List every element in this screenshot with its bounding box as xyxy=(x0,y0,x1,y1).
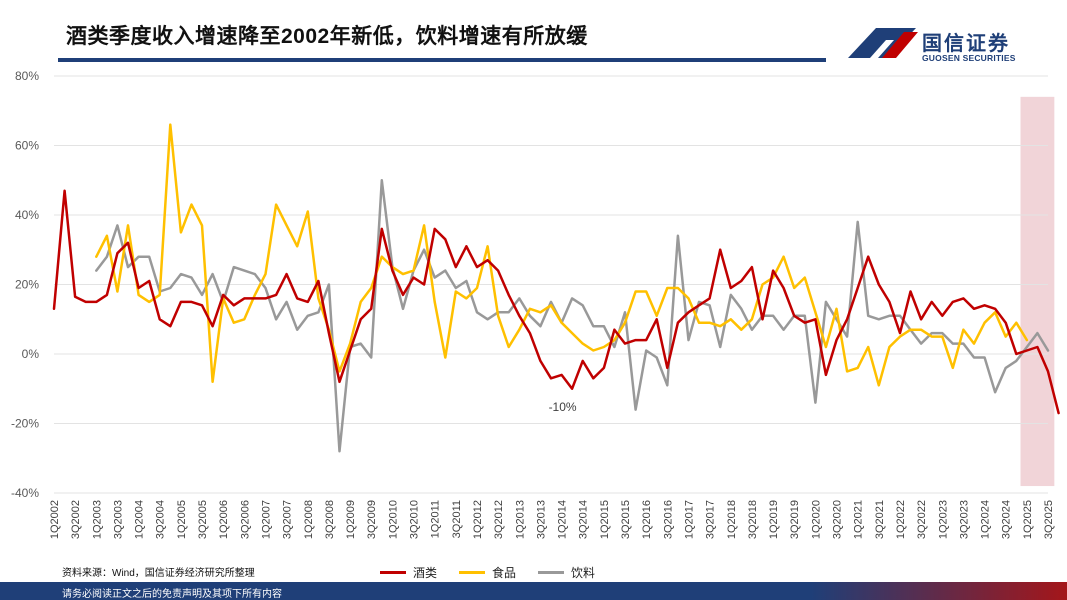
logo-subtitle: GUOSEN SECURITIES xyxy=(922,53,1016,63)
y-tick-label: 60% xyxy=(15,139,39,153)
x-tick-label: 3Q2015 xyxy=(620,500,632,539)
x-tick-label: 3Q2005 xyxy=(197,500,209,539)
x-tick-label: 3Q2011 xyxy=(451,500,463,538)
x-tick-label: 1Q2015 xyxy=(599,500,611,539)
highlight-band xyxy=(1020,96,1055,487)
legend-item-beverage: 饮料 xyxy=(538,564,595,581)
x-tick-label: 3Q2012 xyxy=(493,500,505,539)
x-tick-label: 1Q2020 xyxy=(810,500,822,539)
y-tick-label: -40% xyxy=(11,486,39,500)
footer-disclaimer: 请务必阅读正文之后的免责声明及其项下所有内容 xyxy=(62,589,282,600)
x-tick-label: 3Q2006 xyxy=(239,500,251,539)
legend-item-liquor: 酒类 xyxy=(380,564,437,581)
x-tick-label: 3Q2017 xyxy=(705,500,717,539)
x-tick-label: 3Q2021 xyxy=(874,500,886,539)
x-tick-label: 1Q2019 xyxy=(768,500,780,539)
x-tick-label: 3Q2004 xyxy=(155,500,167,539)
x-tick-label: 3Q2007 xyxy=(282,500,294,539)
logo-text: 国信证券 xyxy=(922,33,1010,55)
series-line-food xyxy=(95,123,1029,387)
x-tick-label: 3Q2022 xyxy=(916,500,928,539)
x-tick-label: 1Q2023 xyxy=(937,500,949,539)
x-tick-label: 3Q2002 xyxy=(70,500,82,539)
x-tick-label: 3Q2009 xyxy=(366,500,378,539)
legend-swatch-beverage xyxy=(538,570,565,574)
x-tick-label: 1Q2014 xyxy=(557,500,569,539)
guosen-logo-icon xyxy=(848,28,918,58)
x-tick-label: 1Q2010 xyxy=(387,500,399,539)
title-underline xyxy=(58,58,826,62)
x-tick-label: 3Q2023 xyxy=(958,500,970,539)
y-tick-label: 40% xyxy=(15,208,39,222)
x-tick-label: 3Q2014 xyxy=(578,500,590,539)
x-tick-label: 1Q2002 xyxy=(49,500,61,539)
y-tick-label: 0% xyxy=(22,347,40,361)
chart-legend: 酒类 食品 饮料 xyxy=(380,564,617,580)
data-source-note: 资料来源：Wind，国信证券经济研究所整理 xyxy=(62,568,255,579)
x-tick-label: 1Q2024 xyxy=(980,500,992,539)
x-tick-label: 1Q2005 xyxy=(176,500,188,539)
legend-swatch-liquor xyxy=(380,570,406,574)
legend-swatch-food xyxy=(459,570,486,574)
annotation-label: -10% xyxy=(549,400,577,414)
legend-label-liquor: 酒类 xyxy=(413,565,438,580)
legend-label-food: 食品 xyxy=(492,565,517,580)
x-tick-label: 1Q2022 xyxy=(895,500,907,539)
legend-item-food: 食品 xyxy=(459,564,516,581)
y-tick-label: 80% xyxy=(15,69,39,83)
page-title: 酒类季度收入增速降至2002年新低，饮料增速有所放缓 xyxy=(66,25,588,48)
x-tick-label: 3Q2008 xyxy=(324,500,336,539)
x-tick-label: 3Q2020 xyxy=(832,500,844,539)
x-tick-label: 3Q2024 xyxy=(1001,500,1013,539)
x-tick-label: 1Q2013 xyxy=(514,500,526,539)
x-tick-label: 1Q2009 xyxy=(345,500,357,539)
x-tick-label: 3Q2018 xyxy=(747,500,759,539)
x-tick-label: 3Q2003 xyxy=(112,500,124,539)
x-tick-label: 3Q2016 xyxy=(662,500,674,539)
series-line-liquor xyxy=(52,189,1060,415)
x-tick-label: 1Q2011 xyxy=(430,500,442,538)
footer-bar xyxy=(0,582,1067,600)
series-line-beverage xyxy=(95,179,1050,453)
x-tick-label: 1Q2012 xyxy=(472,500,484,539)
x-tick-label: 3Q2025 xyxy=(1043,500,1055,539)
x-tick-label: 1Q2018 xyxy=(726,500,738,539)
x-tick-label: 1Q2008 xyxy=(303,500,315,539)
y-tick-label: -20% xyxy=(11,417,39,431)
x-tick-label: 1Q2025 xyxy=(1022,500,1034,539)
x-tick-label: 1Q2021 xyxy=(853,500,865,539)
legend-label-beverage: 饮料 xyxy=(571,565,596,580)
x-tick-label: 1Q2016 xyxy=(641,500,653,539)
x-tick-label: 1Q2003 xyxy=(91,500,103,539)
y-tick-label: 20% xyxy=(15,278,39,292)
x-tick-label: 3Q2013 xyxy=(535,500,547,539)
x-tick-label: 3Q2010 xyxy=(409,500,421,539)
x-tick-label: 1Q2004 xyxy=(134,500,146,539)
x-tick-label: 3Q2019 xyxy=(789,500,801,539)
x-tick-label: 1Q2007 xyxy=(260,500,272,539)
x-tick-label: 1Q2017 xyxy=(683,500,695,539)
x-tick-label: 1Q2006 xyxy=(218,500,230,539)
